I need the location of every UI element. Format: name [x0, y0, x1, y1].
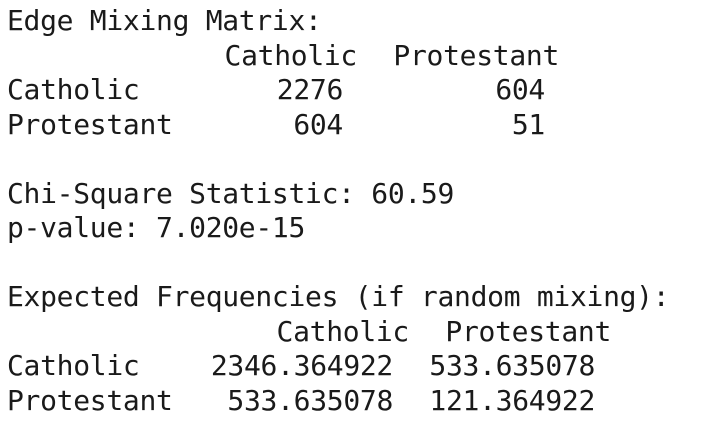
expected-cell-catholic-catholic: 2346.364922 — [210, 349, 393, 382]
expected-cell-protestant-catholic: 533.635078 — [227, 383, 393, 417]
mixing-matrix-header: Catholic Protestant — [7, 39, 669, 74]
cell-catholic-catholic: 2276 — [276, 73, 344, 106]
row-label-protestant: Protestant — [7, 107, 173, 141]
expected-header: Catholic Protestant — [7, 315, 669, 350]
chi-square-statistic: Chi-Square Statistic: 60.59 — [7, 176, 455, 210]
cell-protestant-catholic: 604 — [293, 107, 343, 141]
cell-catholic-protestant: 604 — [495, 73, 545, 106]
expected-column-header-protestant: Protestant — [445, 314, 611, 348]
mixing-row-protestant: Protestant 604 51 — [7, 108, 669, 143]
mixing-matrix-title: Edge Mixing Matrix: — [7, 4, 322, 37]
expected-row-protestant: Protestant 533.635078 121.364922 — [7, 384, 669, 419]
expected-frequencies-title: Expected Frequencies (if random mixing): — [7, 280, 670, 313]
p-value: p-value: 7.020e-15 — [7, 211, 306, 244]
blank-line — [7, 246, 669, 281]
mixing-row-catholic: Catholic 2276 604 — [7, 73, 669, 108]
blank-line — [7, 142, 669, 177]
column-header-catholic: Catholic — [224, 38, 358, 72]
console-output: Edge Mixing Matrix: Catholic Protestant Cat… — [7, 4, 670, 419]
expected-column-header-catholic: Catholic — [276, 314, 410, 348]
cell-protestant-protestant: 51 — [511, 107, 545, 141]
expected-cell-protestant-protestant: 121.364922 — [429, 383, 595, 417]
column-header-protestant: Protestant — [393, 38, 559, 72]
expected-cell-catholic-protestant: 533.635078 — [429, 349, 595, 382]
row-label-catholic: Catholic — [7, 73, 140, 106]
expected-row-catholic: Catholic 2346.364922 533.635078 — [7, 349, 669, 384]
expected-row-label-protestant: Protestant — [7, 383, 173, 417]
expected-row-label-catholic: Catholic — [7, 349, 140, 382]
